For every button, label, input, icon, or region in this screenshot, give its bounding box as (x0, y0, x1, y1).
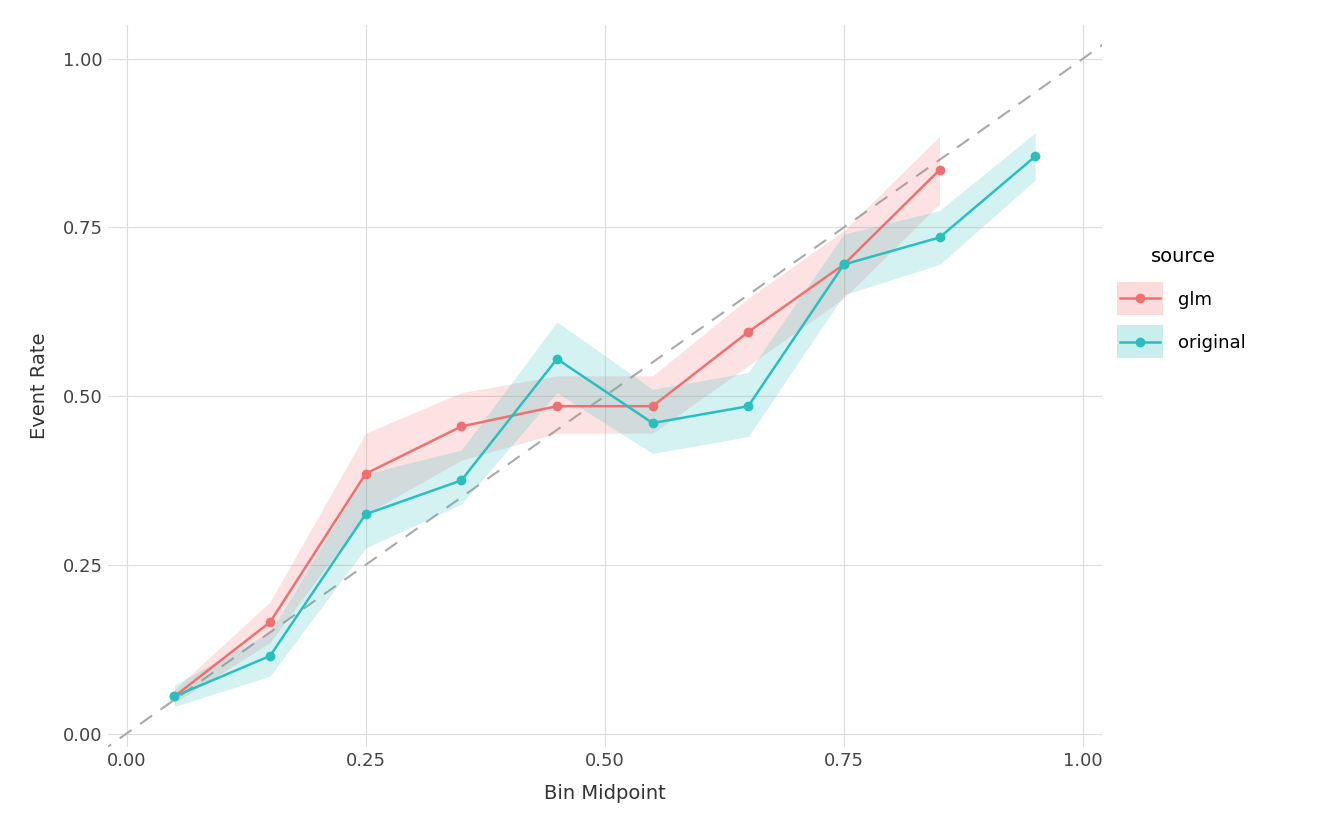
X-axis label: Bin Midpoint: Bin Midpoint (544, 784, 665, 803)
glm (741, 327, 757, 337)
original (453, 476, 469, 486)
original (836, 260, 852, 270)
glm (453, 422, 469, 432)
original (645, 418, 661, 428)
Y-axis label: Event Rate: Event Rate (30, 333, 48, 439)
original (548, 354, 564, 364)
glm (358, 469, 374, 479)
glm (836, 260, 852, 270)
original (262, 651, 278, 661)
glm (645, 401, 661, 411)
glm (931, 165, 948, 175)
original (1027, 152, 1043, 162)
original (167, 691, 183, 701)
glm (167, 691, 183, 701)
glm (262, 618, 278, 627)
Line: original: original (171, 153, 1039, 701)
glm (548, 401, 564, 411)
original (358, 509, 374, 519)
original (931, 232, 948, 242)
original (741, 401, 757, 411)
Line: glm: glm (171, 166, 943, 701)
Legend: glm, original: glm, original (1111, 237, 1255, 361)
